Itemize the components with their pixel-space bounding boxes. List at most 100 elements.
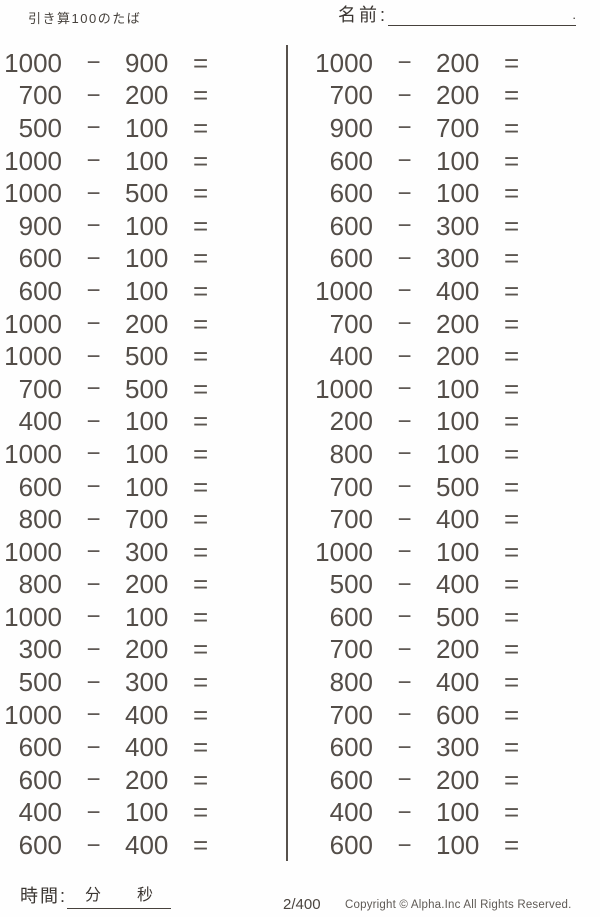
subtrahend: 400 xyxy=(436,504,480,535)
minus-operator: − xyxy=(397,831,412,859)
minuend: 1000 xyxy=(315,373,373,404)
equals-sign: = xyxy=(504,145,520,176)
problem-row: 500−100 = xyxy=(0,112,286,145)
equals-sign: = xyxy=(193,210,209,241)
minus-operator: − xyxy=(397,342,412,370)
subtrahend: 100 xyxy=(125,406,169,437)
problem-row: 1000−900 = xyxy=(0,47,286,80)
subtrahend: 200 xyxy=(125,80,169,111)
subtrahend: 100 xyxy=(436,797,480,828)
subtrahend: 200 xyxy=(125,764,169,795)
minus-operator: − xyxy=(86,310,101,338)
answer-blank xyxy=(554,226,600,227)
minuend: 800 xyxy=(18,504,62,535)
answer-blank xyxy=(243,617,286,618)
subtrahend: 100 xyxy=(125,145,169,176)
minus-operator: − xyxy=(397,212,412,240)
subtrahend: 400 xyxy=(436,667,480,698)
problem-row: 400−100 = xyxy=(0,797,286,830)
equals-sign: = xyxy=(193,471,209,502)
minuend: 600 xyxy=(329,178,373,209)
minuend: 800 xyxy=(329,438,373,469)
answer-blank xyxy=(554,812,600,813)
minuend: 600 xyxy=(329,145,373,176)
answer-blank xyxy=(243,389,286,390)
minus-operator: − xyxy=(86,635,101,663)
minuend: 1000 xyxy=(4,699,62,730)
minus-operator: − xyxy=(86,570,101,598)
answer-blank xyxy=(554,95,600,96)
equals-sign: = xyxy=(193,536,209,567)
minus-operator: − xyxy=(86,831,101,859)
answer-blank xyxy=(243,552,286,553)
equals-sign: = xyxy=(504,112,520,143)
subtrahend: 100 xyxy=(125,471,169,502)
minuend: 800 xyxy=(329,667,373,698)
time-underline: 分 秒 xyxy=(67,884,172,909)
subtrahend: 400 xyxy=(125,699,169,730)
subtrahend: 300 xyxy=(436,732,480,763)
minuend: 600 xyxy=(329,243,373,274)
problem-row: 900−100 = xyxy=(0,210,286,243)
minuend: 600 xyxy=(329,732,373,763)
minus-operator: − xyxy=(397,440,412,468)
answer-blank xyxy=(243,519,286,520)
minuend: 600 xyxy=(18,732,62,763)
minuend: 700 xyxy=(329,80,373,111)
equals-sign: = xyxy=(504,504,520,535)
minuend: 600 xyxy=(329,830,373,861)
minuend: 400 xyxy=(329,341,373,372)
minuend: 600 xyxy=(18,471,62,502)
minus-operator: − xyxy=(86,538,101,566)
minus-operator: − xyxy=(397,505,412,533)
equals-sign: = xyxy=(193,308,209,339)
problem-row: 600−100 = xyxy=(311,829,600,862)
answer-blank xyxy=(554,258,600,259)
name-underline: . xyxy=(388,4,577,26)
answer-blank xyxy=(243,356,286,357)
problem-row: 400−100 = xyxy=(0,406,286,439)
minuend: 600 xyxy=(18,243,62,274)
subtrahend: 100 xyxy=(436,438,480,469)
minuend: 700 xyxy=(329,634,373,665)
equals-sign: = xyxy=(193,764,209,795)
minus-operator: − xyxy=(397,570,412,598)
equals-sign: = xyxy=(193,504,209,535)
minus-operator: − xyxy=(86,114,101,142)
answer-blank xyxy=(554,845,600,846)
minuend: 700 xyxy=(329,471,373,502)
equals-sign: = xyxy=(504,438,520,469)
answer-blank xyxy=(243,324,286,325)
problem-row: 1000−500 = xyxy=(0,177,286,210)
equals-sign: = xyxy=(193,406,209,437)
problem-row: 600−500 = xyxy=(311,601,600,634)
subtrahend: 300 xyxy=(436,243,480,274)
subtrahend: 200 xyxy=(436,308,480,339)
answer-blank xyxy=(243,291,286,292)
answer-blank xyxy=(243,649,286,650)
answer-blank xyxy=(243,747,286,748)
answer-blank xyxy=(554,617,600,618)
minuend: 700 xyxy=(329,504,373,535)
subtrahend: 200 xyxy=(436,47,480,78)
subtrahend: 200 xyxy=(125,634,169,665)
minus-operator: − xyxy=(86,212,101,240)
subtrahend: 100 xyxy=(436,145,480,176)
answer-blank xyxy=(554,128,600,129)
minus-operator: − xyxy=(397,114,412,142)
equals-sign: = xyxy=(193,569,209,600)
equals-sign: = xyxy=(504,830,520,861)
answer-blank xyxy=(554,649,600,650)
equals-sign: = xyxy=(193,438,209,469)
problem-row: 600−300 = xyxy=(311,731,600,764)
answer-blank xyxy=(554,324,600,325)
answer-blank xyxy=(554,715,600,716)
minus-operator: − xyxy=(86,668,101,696)
subtrahend: 100 xyxy=(125,438,169,469)
subtrahend: 400 xyxy=(125,830,169,861)
minus-operator: − xyxy=(397,538,412,566)
problem-row: 1000−400 = xyxy=(311,275,600,308)
subtrahend: 100 xyxy=(436,830,480,861)
minuend: 600 xyxy=(329,210,373,241)
